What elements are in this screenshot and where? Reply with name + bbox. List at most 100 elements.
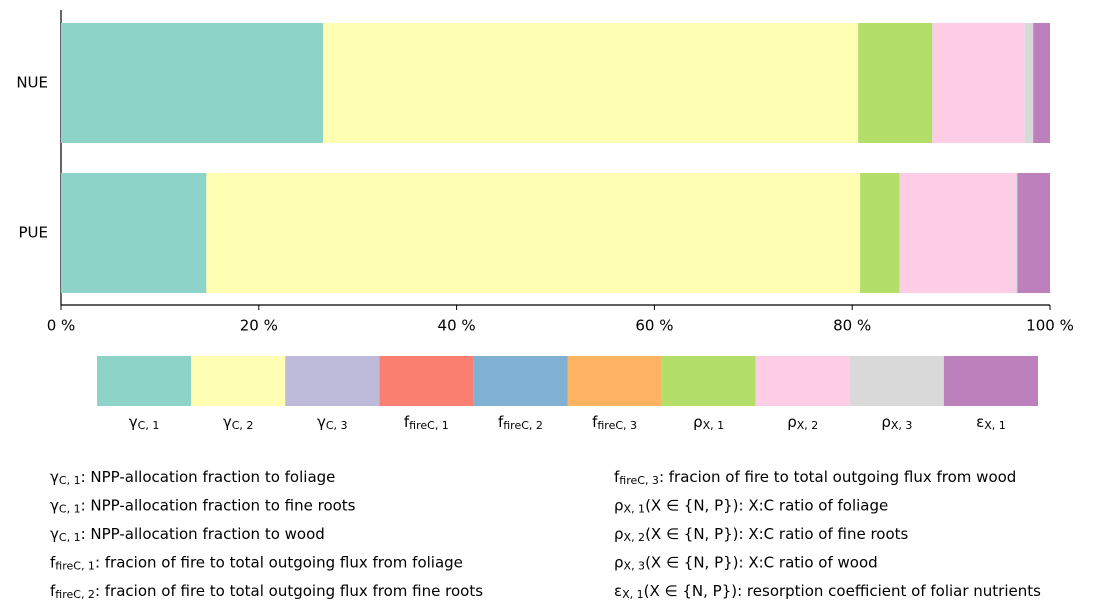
note: γC, 1: NPP-allocation fraction to wood xyxy=(50,525,325,545)
legend-subscript: X, 3 xyxy=(891,419,913,432)
note-symbol: γ xyxy=(50,468,59,486)
legend-symbol: γ xyxy=(129,413,138,431)
legend-swatch xyxy=(661,356,756,406)
x-tick-label: 100 % xyxy=(1026,317,1074,335)
bar-segment xyxy=(61,173,207,293)
note-subscript: fireC, 3 xyxy=(619,474,659,487)
note: ffireC, 3: fracion of fire to total outg… xyxy=(614,468,1016,488)
note-subscript: C, 1 xyxy=(59,474,81,487)
note-subscript: C, 1 xyxy=(59,531,81,544)
legend-symbol: ρ xyxy=(693,413,703,431)
bar-segment xyxy=(206,173,861,293)
note-text: : fracion of fire to total outgoing flux… xyxy=(659,468,1016,486)
bar-segment xyxy=(899,173,1016,293)
bar-segment xyxy=(860,173,900,293)
note: ffireC, 1: fracion of fire to total outg… xyxy=(50,553,463,573)
legend-symbol: ρ xyxy=(787,413,797,431)
legend-subscript: fireC, 2 xyxy=(503,419,543,432)
legend-swatch xyxy=(97,356,192,406)
legend-symbol: ρ xyxy=(881,413,891,431)
legend-symbol: f xyxy=(592,413,598,431)
bar-segment xyxy=(61,23,324,143)
legend-swatch xyxy=(379,356,474,406)
note-text: : NPP-allocation fraction to fine roots xyxy=(81,496,356,514)
legend-label: γC, 2 xyxy=(223,413,254,433)
legend-swatch xyxy=(943,356,1038,406)
legend-label: ffireC, 2 xyxy=(498,413,543,433)
note-symbol: ε xyxy=(614,582,622,600)
legend-swatch xyxy=(285,356,380,406)
note-symbol: f xyxy=(614,468,620,486)
note: γC, 1: NPP-allocation fraction to foliag… xyxy=(50,468,335,488)
legend-label: ρX, 2 xyxy=(787,413,818,433)
note-text: (X ∈ {N, P}): X:C ratio of fine roots xyxy=(645,525,908,543)
bar-segment xyxy=(858,23,933,143)
legend-symbol: f xyxy=(498,413,504,431)
note: ffireC, 2: fracion of fire to total outg… xyxy=(50,582,483,602)
legend-subscript: X, 1 xyxy=(703,419,725,432)
note-subscript: X, 3 xyxy=(624,560,646,573)
bar-segment xyxy=(1015,173,1018,293)
note-symbol: f xyxy=(50,553,56,571)
note: ρX, 3(X ∈ {N, P}): X:C ratio of wood xyxy=(614,553,878,573)
note-text: (X ∈ {N, P}): X:C ratio of foliage xyxy=(645,496,888,514)
legend-subscript: X, 1 xyxy=(984,419,1006,432)
note-text: (X ∈ {N, P}): resorption coefficient of … xyxy=(644,582,1041,600)
legend-symbol: γ xyxy=(223,413,232,431)
note-subscript: X, 1 xyxy=(624,503,646,516)
note-text: : fracion of fire to total outgoing flux… xyxy=(95,553,463,571)
legend-symbol: ε xyxy=(976,413,984,431)
note-text: : NPP-allocation fraction to foliage xyxy=(81,468,336,486)
legend-swatch xyxy=(473,356,568,406)
x-tick-label: 40 % xyxy=(438,317,476,335)
legend-swatch xyxy=(567,356,662,406)
note-text: : NPP-allocation fraction to wood xyxy=(81,525,325,543)
legend-label: εX, 1 xyxy=(976,413,1006,433)
note: εX, 1(X ∈ {N, P}): resorption coefficien… xyxy=(614,582,1041,602)
legend-label: ρX, 1 xyxy=(693,413,724,433)
note-subscript: fireC, 2 xyxy=(55,588,95,601)
legend-subscript: X, 2 xyxy=(797,419,819,432)
legend-label: γC, 1 xyxy=(129,413,160,433)
legend-swatch xyxy=(191,356,286,406)
note-symbol: f xyxy=(50,582,56,600)
x-tick-label: 80 % xyxy=(833,317,871,335)
bar-segment xyxy=(1024,23,1034,143)
legend-swatch xyxy=(849,356,944,406)
note-symbol: γ xyxy=(50,525,59,543)
x-tick-label: 60 % xyxy=(635,317,673,335)
legend-label: ρX, 3 xyxy=(881,413,912,433)
bar-segment xyxy=(1033,23,1050,143)
note-symbol: γ xyxy=(50,496,59,514)
note: ρX, 1(X ∈ {N, P}): X:C ratio of foliage xyxy=(614,496,888,516)
y-tick-label: PUE xyxy=(18,224,48,242)
note-subscript: C, 1 xyxy=(59,503,81,516)
y-tick-label: NUE xyxy=(16,74,48,92)
note-text: (X ∈ {N, P}): X:C ratio of wood xyxy=(645,553,878,571)
legend-subscript: C, 3 xyxy=(326,419,348,432)
legend-symbol: f xyxy=(404,413,410,431)
legend-symbol: γ xyxy=(317,413,326,431)
bar-segment xyxy=(1017,173,1050,293)
x-tick-label: 0 % xyxy=(47,317,76,335)
x-tick-label: 20 % xyxy=(240,317,278,335)
legend-subscript: C, 1 xyxy=(138,419,160,432)
note: γC, 1: NPP-allocation fraction to fine r… xyxy=(50,496,356,516)
legend-swatch xyxy=(755,356,850,406)
bar-segment xyxy=(323,23,859,143)
note: ρX, 2(X ∈ {N, P}): X:C ratio of fine roo… xyxy=(614,525,909,545)
legend-label: ffireC, 1 xyxy=(404,413,449,433)
legend-subscript: C, 2 xyxy=(232,419,254,432)
legend-label: ffireC, 3 xyxy=(592,413,637,433)
bar-segment xyxy=(932,23,1025,143)
note-symbol: ρ xyxy=(614,496,624,514)
note-symbol: ρ xyxy=(614,525,624,543)
note-subscript: X, 1 xyxy=(622,588,644,601)
legend-subscript: fireC, 3 xyxy=(597,419,637,432)
note-text: : fracion of fire to total outgoing flux… xyxy=(95,582,483,600)
note-subscript: X, 2 xyxy=(624,531,646,544)
legend-subscript: fireC, 1 xyxy=(409,419,449,432)
legend-label: γC, 3 xyxy=(317,413,348,433)
note-subscript: fireC, 1 xyxy=(55,560,95,573)
